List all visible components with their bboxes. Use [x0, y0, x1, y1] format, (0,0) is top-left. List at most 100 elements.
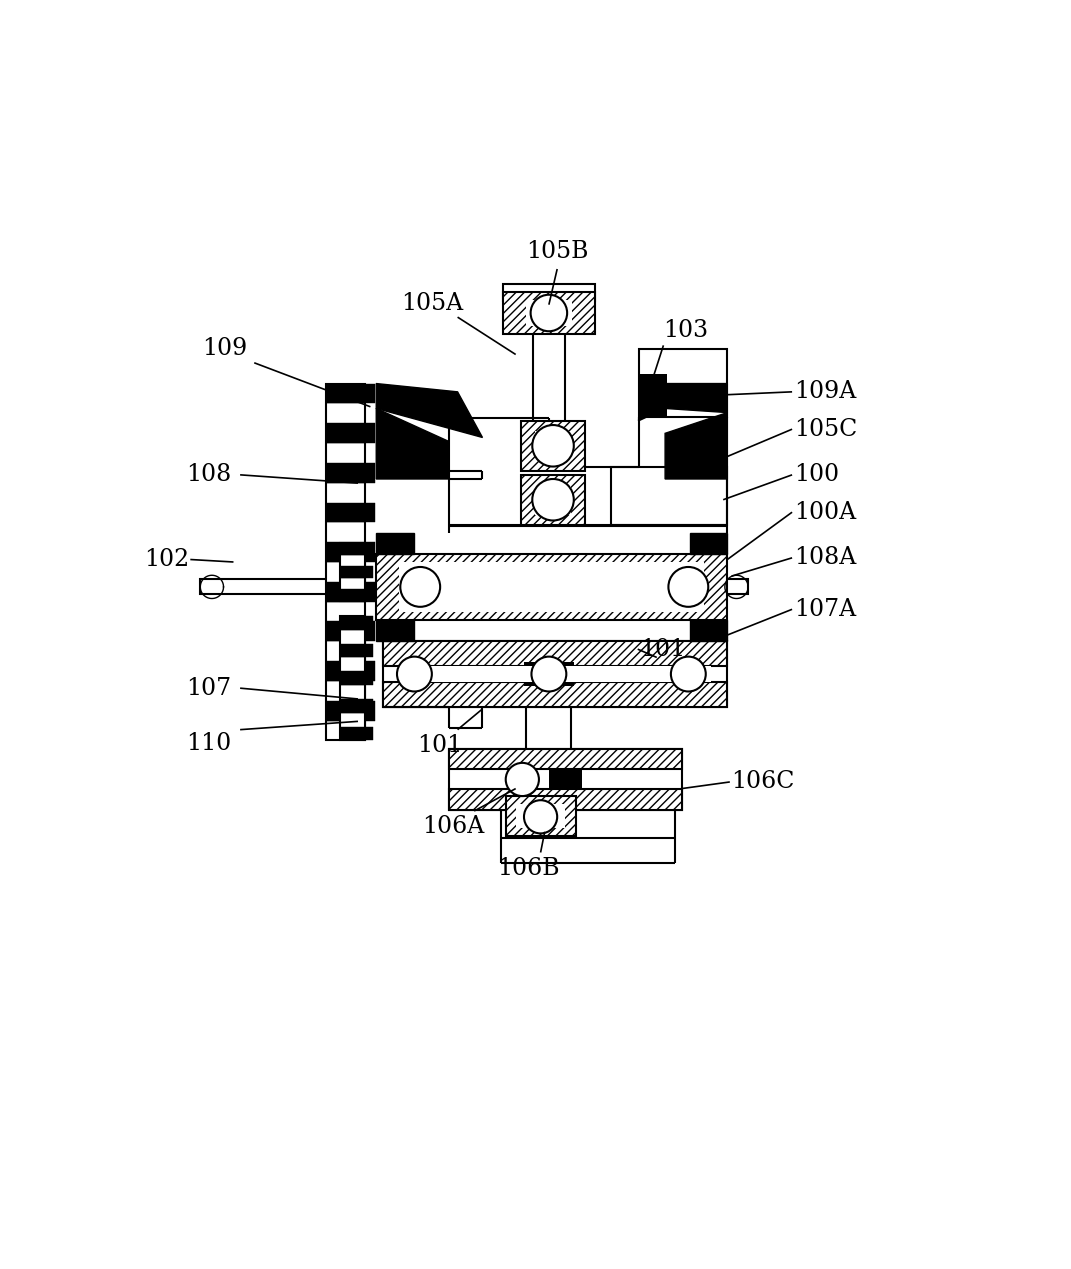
Circle shape [670, 656, 706, 692]
Bar [340, 727, 364, 740]
Circle shape [524, 801, 557, 834]
Bar [450, 749, 682, 810]
Bar [364, 423, 376, 443]
Bar [340, 543, 364, 602]
Bar [364, 615, 373, 629]
Bar [340, 671, 364, 685]
Bar [364, 589, 373, 602]
Bar [549, 769, 583, 791]
Bar [612, 467, 727, 524]
Text: 109A: 109A [794, 381, 856, 404]
Bar [376, 553, 727, 621]
Bar [327, 661, 364, 681]
Bar [327, 423, 364, 443]
Bar [383, 641, 727, 707]
Text: 108: 108 [186, 463, 231, 486]
Bar [340, 699, 364, 713]
Bar [383, 641, 727, 666]
Bar [364, 671, 373, 685]
Polygon shape [690, 533, 727, 553]
Text: 107: 107 [186, 676, 231, 699]
Bar [327, 383, 364, 740]
Bar [340, 543, 364, 555]
Bar [327, 622, 364, 641]
Bar [506, 796, 576, 836]
Bar [638, 349, 727, 416]
Circle shape [506, 763, 539, 796]
Bar [522, 421, 585, 471]
Bar [723, 580, 748, 594]
Bar [364, 542, 376, 562]
Bar [503, 292, 594, 334]
Bar [364, 699, 373, 713]
Bar [327, 404, 364, 423]
Bar [340, 566, 364, 577]
Bar [340, 657, 364, 671]
Bar [524, 661, 574, 687]
Bar [340, 615, 364, 629]
Text: 107A: 107A [794, 598, 856, 621]
Text: 106B: 106B [497, 857, 559, 879]
Circle shape [532, 425, 574, 467]
Bar [534, 485, 571, 515]
Polygon shape [376, 533, 414, 553]
Polygon shape [638, 383, 727, 421]
Bar [327, 482, 364, 503]
Bar [340, 629, 364, 643]
Bar [327, 542, 364, 562]
Circle shape [531, 656, 567, 692]
Bar [327, 443, 364, 463]
Text: 109: 109 [202, 338, 247, 360]
Bar [534, 431, 571, 461]
Bar [340, 577, 364, 589]
Bar [327, 721, 364, 740]
Text: 100A: 100A [794, 501, 856, 524]
Bar [637, 373, 667, 416]
Bar [383, 681, 727, 707]
Text: 110: 110 [186, 732, 231, 755]
Text: 102: 102 [145, 548, 190, 571]
Bar [364, 643, 373, 657]
Bar [364, 463, 376, 482]
Text: 101: 101 [417, 733, 462, 756]
Circle shape [668, 567, 708, 607]
Circle shape [401, 567, 440, 607]
Bar [340, 589, 364, 602]
Bar [200, 580, 340, 594]
Bar [327, 602, 364, 622]
Text: 106A: 106A [422, 815, 484, 838]
Bar [399, 666, 711, 681]
Text: 103: 103 [663, 319, 709, 343]
Bar [450, 789, 682, 810]
Bar [327, 562, 364, 581]
Bar [399, 562, 704, 612]
Bar [503, 284, 594, 301]
Polygon shape [376, 409, 450, 478]
Bar [327, 523, 364, 542]
Text: 101: 101 [640, 637, 685, 661]
Bar [364, 543, 373, 555]
Bar [364, 661, 376, 681]
Text: 105B: 105B [526, 240, 588, 263]
Bar [327, 681, 364, 700]
Bar [450, 749, 682, 769]
Bar [327, 641, 364, 661]
Polygon shape [665, 412, 727, 478]
Polygon shape [376, 621, 414, 641]
Circle shape [397, 656, 432, 692]
Bar [522, 475, 585, 524]
Bar [327, 463, 364, 482]
Bar [340, 555, 364, 566]
Bar [364, 622, 376, 641]
Bar [364, 700, 376, 721]
Circle shape [530, 294, 568, 331]
Bar [327, 581, 364, 602]
Bar [340, 643, 364, 657]
Bar [327, 383, 364, 404]
Text: 105C: 105C [794, 418, 857, 440]
Circle shape [532, 478, 574, 520]
Bar [327, 700, 364, 721]
Bar [327, 503, 364, 523]
Text: 105A: 105A [402, 292, 464, 315]
Polygon shape [376, 383, 482, 438]
